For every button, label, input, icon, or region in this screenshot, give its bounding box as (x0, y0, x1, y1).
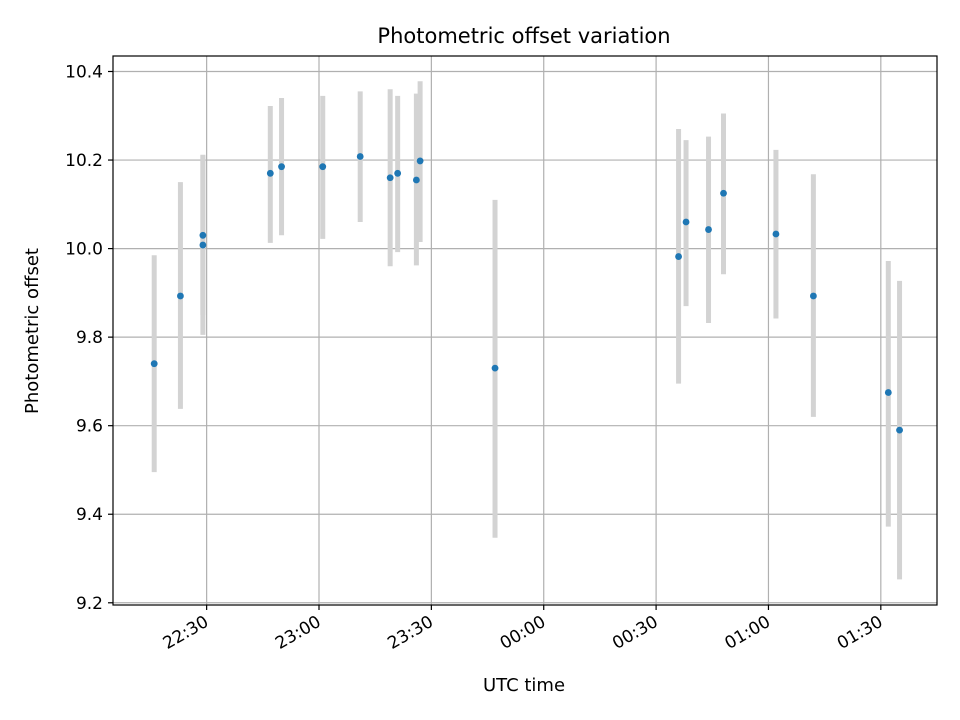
data-point (394, 169, 402, 177)
plot-frame (112, 55, 938, 606)
data-point (177, 292, 184, 300)
error-bars (151, 81, 903, 580)
x-tick-label: 00:30 (609, 612, 661, 654)
data-point (682, 218, 690, 226)
data-point (491, 364, 499, 372)
data-point (720, 189, 727, 197)
data-point (386, 174, 394, 182)
data-point (319, 163, 327, 171)
y-axis-label: Photometric offset (22, 248, 43, 414)
x-tick-label: 23:00 (272, 612, 324, 654)
x-tick-label: 22:30 (160, 612, 212, 654)
data-point (810, 292, 817, 300)
data-point (266, 169, 274, 177)
data-point (356, 153, 364, 160)
y-tick-label: 9.4 (76, 505, 103, 525)
data-point (278, 163, 285, 171)
x-axis-label: UTC time (483, 675, 565, 696)
data-point (705, 226, 712, 233)
data-point (896, 426, 903, 434)
y-tick-label: 10.0 (65, 240, 103, 260)
x-tick-label: 00:00 (497, 612, 549, 654)
y-tick-label: 9.6 (76, 417, 103, 437)
data-point (416, 157, 424, 165)
grid (113, 56, 937, 605)
x-axis-ticks: 22:30 23:00 23:30 00:00 00:30 01:00 01:30 (160, 605, 886, 654)
y-tick-label: 10.2 (65, 151, 103, 171)
y-tick-label: 9.8 (76, 328, 103, 348)
x-tick-label: 01:00 (722, 612, 774, 654)
data-points (150, 153, 903, 434)
x-tick-label: 01:30 (834, 612, 886, 654)
data-point (199, 231, 207, 239)
data-point (884, 389, 892, 396)
data-point (772, 230, 780, 238)
data-point (150, 360, 158, 368)
y-tick-label: 9.2 (76, 594, 103, 614)
data-point (199, 241, 207, 249)
chart-title: Photometric offset variation (377, 24, 670, 48)
x-tick-label: 23:30 (384, 612, 436, 654)
data-point (675, 253, 682, 260)
y-axis-ticks: 9.2 9.4 9.6 9.8 10.0 10.2 10.4 (65, 62, 113, 614)
y-tick-label: 10.4 (65, 62, 103, 82)
data-point (412, 176, 420, 184)
